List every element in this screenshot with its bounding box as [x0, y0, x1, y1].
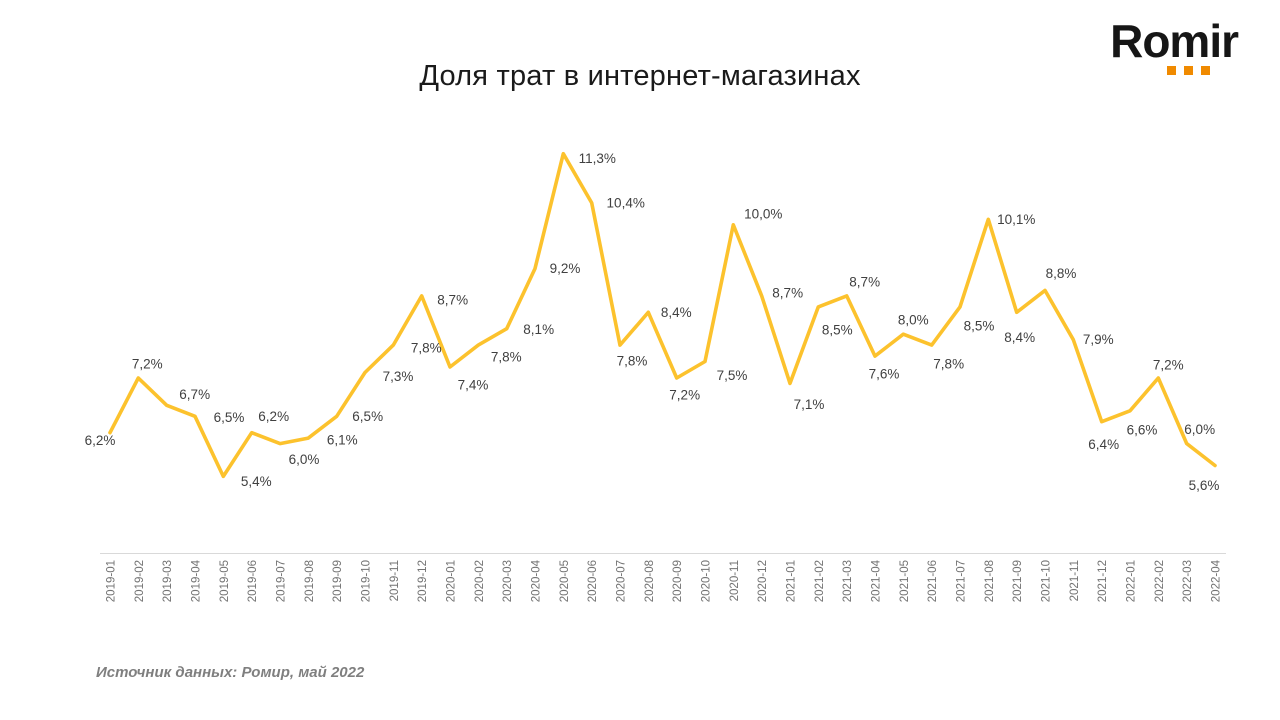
x-axis-tick-label: 2021-03 — [842, 560, 854, 602]
data-point-label: 8,7% — [772, 285, 803, 300]
data-point-label: 7,9% — [1083, 332, 1114, 347]
data-point-label: 6,6% — [1127, 422, 1158, 437]
x-axis-tick-label: 2021-12 — [1097, 560, 1109, 602]
data-point-label: 7,2% — [1153, 358, 1184, 373]
romir-logo-text: Romir — [1110, 15, 1239, 67]
data-point-label: 7,5% — [717, 368, 748, 383]
x-axis-tick-label: 2019-08 — [304, 560, 316, 602]
x-axis-tick-label: 2020-05 — [559, 560, 571, 602]
romir-logo-dots — [1167, 66, 1210, 75]
logo-dot-icon — [1201, 66, 1210, 75]
data-point-label: 8,7% — [849, 274, 880, 289]
x-axis-tick-label: 2021-08 — [984, 560, 996, 602]
x-axis-tick-label: 2020-03 — [502, 560, 514, 602]
x-axis-tick-label: 2020-10 — [701, 560, 713, 602]
data-point-label: 7,8% — [491, 350, 522, 365]
x-axis-tick-label: 2021-05 — [899, 560, 911, 602]
x-axis-tick-label: 2021-09 — [1012, 560, 1024, 602]
x-axis-tick-label: 2022-02 — [1154, 560, 1166, 602]
x-axis-tick-label: 2022-03 — [1182, 560, 1194, 602]
data-point-label: 8,4% — [661, 305, 692, 320]
data-point-label: 6,2% — [85, 433, 116, 448]
data-point-label: 7,2% — [132, 357, 163, 372]
x-axis-tick-label: 2019-04 — [191, 559, 203, 602]
x-axis-tick-label: 2020-11 — [729, 560, 741, 601]
x-axis-tick-label: 2021-04 — [871, 559, 883, 602]
page-title: Доля трат в интернет-магазинах — [419, 60, 861, 92]
x-axis-tick-label: 2020-08 — [644, 560, 656, 602]
romir-logo: Romir — [1110, 15, 1239, 67]
data-point-label: 7,8% — [411, 341, 442, 356]
data-point-label: 8,5% — [822, 322, 853, 337]
source-note: Источник данных: Ромир, май 2022 — [96, 664, 365, 681]
data-point-label: 6,5% — [214, 410, 245, 425]
x-axis-tick-label: 2020-07 — [616, 560, 628, 602]
data-point-label: 8,7% — [437, 292, 468, 307]
data-point-label: 6,5% — [352, 409, 383, 424]
logo-dot-icon — [1167, 66, 1176, 75]
x-axis-tick-label: 2021-01 — [786, 560, 798, 602]
x-axis-tick-label: 2022-01 — [1126, 560, 1138, 602]
data-point-label: 7,6% — [869, 367, 900, 382]
data-point-label: 7,4% — [458, 378, 489, 393]
data-point-label: 6,7% — [179, 387, 210, 402]
data-point-label: 6,0% — [289, 452, 320, 467]
x-axis-tick-label: 2019-02 — [134, 560, 146, 602]
x-axis-tick-label: 2019-10 — [361, 560, 373, 602]
x-axis-tick-label: 2021-11 — [1069, 560, 1081, 601]
x-axis-tick-label: 2019-07 — [276, 560, 288, 602]
data-point-label: 6,0% — [1184, 422, 1215, 437]
data-point-label: 6,1% — [327, 433, 358, 448]
data-point-label: 8,0% — [898, 313, 929, 328]
x-axis-tick-label: 2019-11 — [389, 560, 401, 601]
data-point-label: 10,0% — [744, 206, 782, 221]
x-axis-tick-label: 2021-07 — [956, 560, 968, 602]
trend-line — [108, 151, 1217, 479]
x-axis-tick-label: 2019-03 — [162, 560, 174, 602]
x-axis-tick-label: 2019-01 — [106, 560, 118, 602]
x-axis-tick-label: 2019-09 — [332, 560, 344, 602]
x-axis-tick-label: 2020-04 — [531, 559, 543, 602]
data-point-label: 8,1% — [523, 322, 554, 337]
x-axis-tick-label: 2021-10 — [1041, 560, 1053, 602]
logo-dot-icon — [1184, 66, 1193, 75]
x-axis-tick-label: 2020-01 — [446, 560, 458, 602]
data-point-label: 8,4% — [1004, 330, 1035, 345]
data-point-label: 7,2% — [669, 388, 700, 403]
data-point-label: 10,1% — [997, 212, 1035, 227]
data-point-label: 7,8% — [617, 354, 648, 369]
data-point-label: 6,4% — [1088, 437, 1119, 452]
x-axis-tick-label: 2020-02 — [474, 560, 486, 602]
data-point-label: 5,6% — [1189, 478, 1220, 493]
data-point-label: 6,2% — [258, 409, 289, 424]
data-point-label: 7,8% — [933, 357, 964, 372]
data-point-label: 8,8% — [1046, 266, 1077, 281]
x-axis-tick-label: 2020-06 — [587, 560, 599, 602]
x-axis-tick-label: 2019-12 — [417, 560, 429, 602]
data-point-label: 5,4% — [241, 474, 272, 489]
x-axis-tick-label: 2020-12 — [757, 560, 769, 602]
x-axis-tick-label: 2022-04 — [1211, 559, 1223, 602]
x-axis-tick-label: 2019-06 — [247, 560, 259, 602]
x-axis-tick-label: 2021-06 — [927, 560, 939, 602]
x-axis-tick-label: 2019-05 — [219, 560, 231, 602]
data-point-label: 7,1% — [794, 397, 825, 412]
data-point-label: 10,4% — [607, 195, 645, 210]
data-point-label: 7,3% — [383, 369, 414, 384]
x-axis-tick-label: 2020-09 — [672, 560, 684, 602]
data-point-label: 9,2% — [550, 261, 581, 276]
data-point-label: 8,5% — [964, 318, 995, 333]
x-axis-tick-label: 2021-02 — [814, 560, 826, 602]
data-point-label: 11,3% — [579, 151, 616, 166]
